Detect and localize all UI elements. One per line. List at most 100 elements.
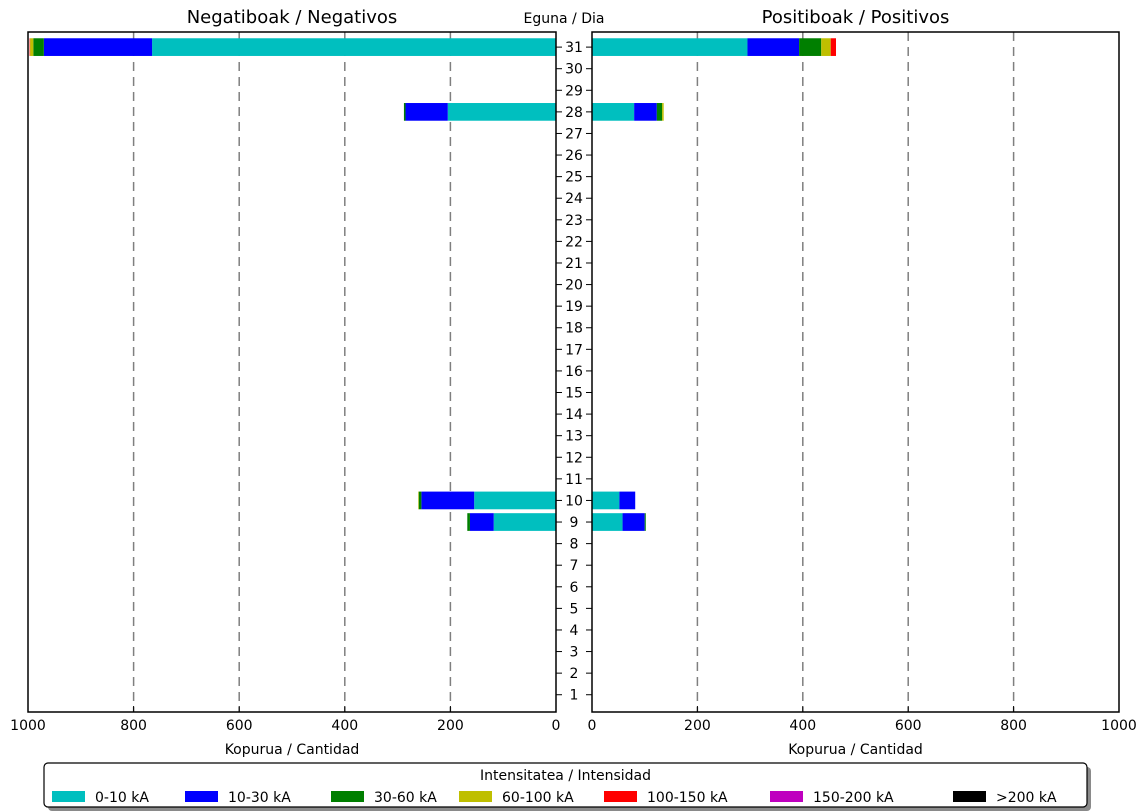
negative-bar-day-28-30-60-ka xyxy=(403,103,406,121)
day-axis-label: Eguna / Dia xyxy=(524,11,605,27)
negative-bar-day-31-0-10-ka xyxy=(152,38,556,56)
day-column: Eguna / Dia12345678910111213141516171819… xyxy=(524,11,605,704)
positive-x-tick-label: 1000 xyxy=(1101,718,1137,734)
negative-plot-frame xyxy=(27,31,557,713)
day-label-2: 2 xyxy=(570,666,579,682)
negative-panel: 1000 800 600 400 200 0 Negatiboak / Negativos K… xyxy=(10,7,560,758)
positive-bar-day-9-30-60-ka xyxy=(644,513,646,531)
positive-panel-title: Positiboak / Positivos xyxy=(762,7,950,28)
legend-swatch-100-150-ka xyxy=(604,791,637,802)
legend-title: Intensitatea / Intensidad xyxy=(480,768,651,784)
negative-x-tick-label: 800 xyxy=(120,718,147,734)
negative-bar-day-31-100-150-ka xyxy=(29,38,31,56)
legend-label-30-60-ka: 30-60 kA xyxy=(374,790,437,806)
day-label-20: 20 xyxy=(565,278,583,294)
day-label-24: 24 xyxy=(565,191,583,207)
day-label-22: 22 xyxy=(565,234,583,250)
day-label-16: 16 xyxy=(565,364,583,380)
day-label-27: 27 xyxy=(565,126,583,142)
negative-x-tick-label: 200 xyxy=(437,718,464,734)
negative-bar-day-10-60-100-ka xyxy=(418,491,419,510)
legend-label-10-30-ka: 10-30 kA xyxy=(228,790,291,806)
positive-bar-day-9-10-30-ka xyxy=(622,513,645,531)
negative-x-tick-label: 0 xyxy=(552,718,561,734)
negative-x-tick-label: 400 xyxy=(331,718,358,734)
day-label-29: 29 xyxy=(565,83,583,99)
positive-bar-day-9-0-10-ka xyxy=(592,513,623,531)
legend-swatch-60-100-ka xyxy=(459,791,492,802)
positive-bar-day-31-60-100-ka xyxy=(821,38,831,56)
negative-x-tick-label: 1000 xyxy=(10,718,46,734)
negative-bar-day-9-10-30-ka xyxy=(469,513,494,531)
negative-bar-day-28-0-10-ka xyxy=(447,103,556,121)
negative-bar-day-10-10-30-ka xyxy=(421,491,475,510)
negative-x-axis-label: Kopurua / Cantidad xyxy=(225,742,360,758)
day-label-5: 5 xyxy=(570,601,579,617)
positive-bar-day-31-100-150-ka xyxy=(830,38,837,56)
positive-x-axis-label: Kopurua / Cantidad xyxy=(788,742,923,758)
legend-label-200-ka: >200 kA xyxy=(996,790,1057,806)
day-label-13: 13 xyxy=(565,429,583,445)
legend-label-0-10-ka: 0-10 kA xyxy=(95,790,149,806)
legend-swatch-30-60-ka xyxy=(331,791,364,802)
positive-x-tick-label: 200 xyxy=(684,718,711,734)
day-label-31: 31 xyxy=(565,40,583,56)
negative-bar-day-31-10-30-ka xyxy=(43,38,153,56)
day-label-26: 26 xyxy=(565,148,583,164)
day-label-21: 21 xyxy=(565,256,583,272)
negative-bar-day-28-10-30-ka xyxy=(405,103,448,121)
legend-swatch-0-10-ka xyxy=(52,791,85,802)
positive-bar-day-10-10-30-ka xyxy=(619,491,636,510)
legend-label-60-100-ka: 60-100 kA xyxy=(502,790,574,806)
positive-bar-day-28-0-10-ka xyxy=(592,103,635,121)
day-label-6: 6 xyxy=(570,580,579,596)
legend-label-100-150-ka: 100-150 kA xyxy=(647,790,728,806)
negative-bar-day-9-0-10-ka xyxy=(493,513,556,531)
day-label-3: 3 xyxy=(570,645,579,661)
legend-swatch-200-ka xyxy=(953,791,986,802)
day-label-7: 7 xyxy=(570,558,579,574)
positive-x-tick-label: 600 xyxy=(895,718,922,734)
day-label-23: 23 xyxy=(565,213,583,229)
day-label-10: 10 xyxy=(565,493,583,509)
day-label-18: 18 xyxy=(565,321,583,337)
positive-bar-day-28-10-30-ka xyxy=(634,103,657,121)
positive-x-tick-label: 0 xyxy=(588,718,597,734)
negative-bar-day-10-0-10-ka xyxy=(474,491,556,510)
day-label-9: 9 xyxy=(570,515,579,531)
positive-panel: 0 200 400 600 800 1000 Positiboak / Positivos K… xyxy=(588,7,1137,758)
positive-x-tick-label: 400 xyxy=(789,718,816,734)
negative-panel-title: Negatiboak / Negativos xyxy=(187,7,398,28)
day-label-14: 14 xyxy=(565,407,583,423)
legend-swatch-10-30-ka xyxy=(185,791,218,802)
negative-bar-day-10-30-60-ka xyxy=(418,491,422,510)
day-label-30: 30 xyxy=(565,62,583,78)
positive-x-tick-label: 800 xyxy=(1000,718,1027,734)
legend-label-150-200-ka: 150-200 kA xyxy=(813,790,894,806)
positive-bar-day-31-30-60-ka xyxy=(799,38,822,56)
day-label-28: 28 xyxy=(565,105,583,121)
legend-swatch-150-200-ka xyxy=(770,791,803,802)
negative-bar-day-31-60-100-ka xyxy=(30,38,34,56)
positive-bar-day-31-10-30-ka xyxy=(747,38,800,56)
day-label-17: 17 xyxy=(565,342,583,358)
positive-bar-day-28-60-100-ka xyxy=(662,103,664,121)
day-label-8: 8 xyxy=(570,537,579,553)
legend: Intensitatea / Intensidad 0-10 kA 10-30 kA… xyxy=(43,762,1091,811)
legend-box xyxy=(43,762,1088,808)
day-label-19: 19 xyxy=(565,299,583,315)
positive-plot-frame xyxy=(591,31,1120,713)
day-label-12: 12 xyxy=(565,450,583,466)
negative-bar-day-9-30-60-ka xyxy=(467,513,470,531)
day-label-1: 1 xyxy=(570,688,579,704)
negative-bar-day-31-30-60-ka xyxy=(33,38,44,56)
day-label-4: 4 xyxy=(570,623,579,639)
day-label-25: 25 xyxy=(565,170,583,186)
positive-bar-day-10-0-10-ka xyxy=(592,491,620,510)
day-label-15: 15 xyxy=(565,386,583,402)
negative-x-tick-label: 600 xyxy=(226,718,253,734)
positive-bar-day-28-30-60-ka xyxy=(656,103,663,121)
day-label-11: 11 xyxy=(565,472,583,488)
positive-bar-day-31-0-10-ka xyxy=(592,38,748,56)
